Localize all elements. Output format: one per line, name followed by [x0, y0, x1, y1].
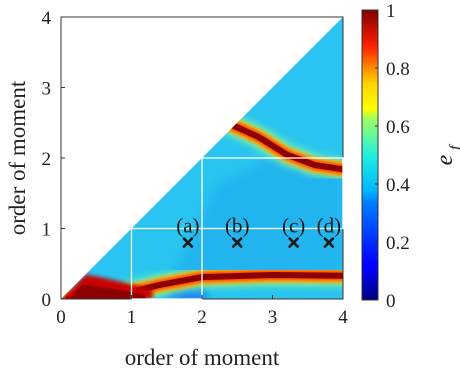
y-tick-label-1: 1: [42, 220, 52, 241]
field-lower-shade: [173, 158, 343, 275]
cb-tick-label-2: 0.4: [386, 175, 410, 196]
marker-label-2: (c): [282, 214, 305, 238]
y-axis-title: order of moment: [5, 80, 30, 235]
marker-x-2: [288, 237, 299, 248]
cb-tick-label-3: 0.6: [386, 117, 410, 138]
region-box-0: [130, 227, 203, 300]
band-origin-core: [69, 284, 146, 299]
svg-text:f: f: [447, 143, 460, 150]
marker-x-1: [231, 237, 243, 248]
cb-tick-label-4: 0.8: [386, 59, 410, 80]
marker-label-0: (a): [176, 214, 199, 238]
svg-text:e: e: [432, 154, 458, 165]
x-tick-label-2: 2: [197, 307, 207, 328]
y-tick-label-3: 3: [42, 79, 52, 100]
cb-tick-label-1: 0.2: [386, 233, 410, 254]
band-1-core: [227, 121, 343, 173]
cb-tick-label-5: 1: [386, 1, 396, 22]
marker-x-3: [323, 237, 335, 248]
marker-group: (a) (b) (c) (d): [176, 214, 342, 248]
x-tick-label-3: 3: [268, 307, 278, 328]
y-tick-label-2: 2: [42, 149, 52, 170]
colorbar-title: e f: [432, 143, 460, 165]
cb-tick-label-0: 0: [386, 291, 396, 312]
colorbar-gradient: [361, 9, 379, 301]
marker-0: (a): [176, 214, 200, 248]
colorbar-ticks: 0 0.2 0.4 0.6 0.8 1: [375, 1, 410, 312]
marker-label-1: (b): [225, 214, 250, 238]
x-axis-ticks: 0 1 2 3 4: [56, 295, 348, 328]
y-tick-label-4: 4: [42, 8, 52, 29]
y-axis-ticks: 0 1 2 3 4: [42, 8, 65, 311]
marker-1: (b): [225, 214, 250, 248]
region-boxes: [130, 157, 344, 300]
plot-area: (a) (b) (c) (d) 0 1 2 3 4 0 1 2 3 4 order of moment…: [5, 8, 348, 370]
x-tick-label-4: 4: [338, 307, 348, 328]
x-tick-label-1: 1: [127, 307, 137, 328]
marker-label-3: (d): [317, 214, 342, 238]
x-axis-title: order of moment: [125, 345, 280, 370]
marker-x-0: [182, 237, 194, 248]
y-tick-label-0: 0: [42, 290, 52, 311]
colorbar: 0 0.2 0.4 0.6 0.8 1 e f: [361, 1, 460, 312]
marker-2: (c): [282, 214, 305, 248]
marker-3: (d): [317, 214, 342, 248]
x-tick-label-0: 0: [56, 307, 66, 328]
region-box-1: [201, 157, 344, 230]
